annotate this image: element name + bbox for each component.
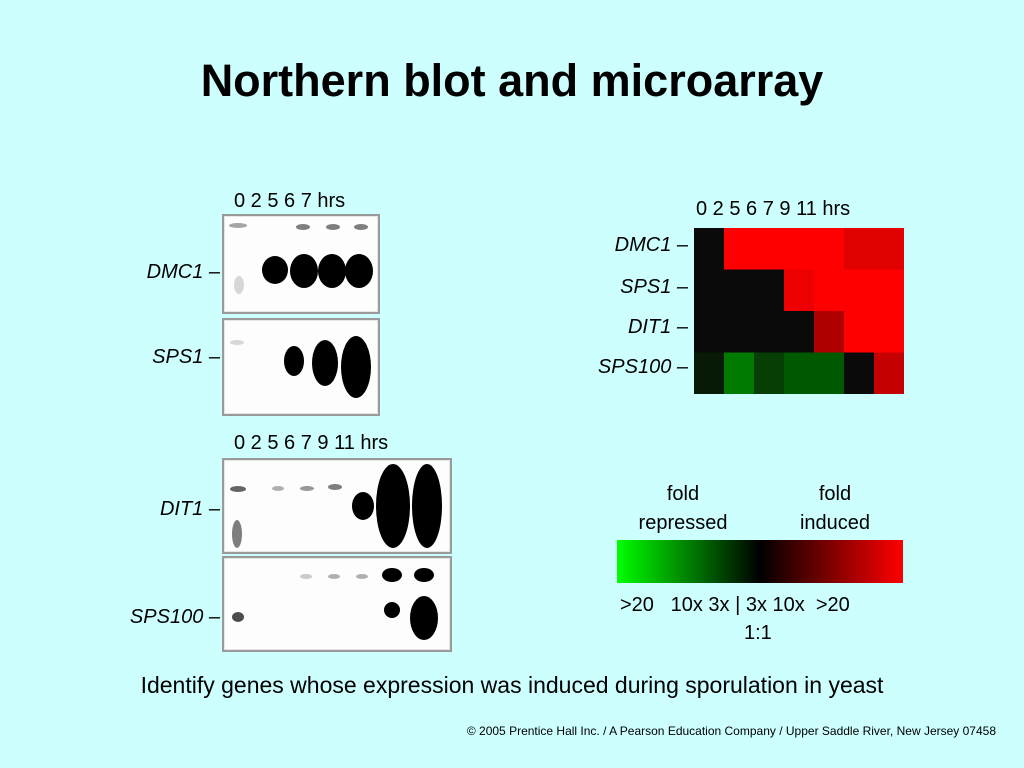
heatmap-cell <box>724 352 755 394</box>
blot-band <box>229 223 247 228</box>
legend-repressed-line1: fold <box>666 483 700 505</box>
heatmap-cell <box>874 228 904 270</box>
gene-label-dit1-array: DIT1 – <box>627 316 688 338</box>
gene-label-dmc1-array: DMC1 – <box>614 234 688 256</box>
gene-label-dmc1-blot: DMC1 – <box>146 261 220 283</box>
blot-band <box>230 486 246 492</box>
blot-band <box>232 520 242 548</box>
heatmap-cell <box>694 228 725 270</box>
heatmap-cell <box>844 311 875 353</box>
blot-band <box>354 224 368 230</box>
slide-title: Northern blot and microarray <box>200 55 824 106</box>
legend-induced-line1: fold <box>818 483 852 505</box>
microarray-heatmap <box>694 228 904 394</box>
heatmap-cell <box>844 228 875 270</box>
heatmap-cell <box>784 228 815 270</box>
blot-band <box>382 568 402 582</box>
blot-band <box>312 340 338 386</box>
heatmap-cell <box>694 352 725 394</box>
heatmap-cell <box>844 352 875 394</box>
blot-band <box>326 224 340 230</box>
blot-band <box>410 596 438 640</box>
gene-label-sps1-blot: SPS1 – <box>152 346 220 368</box>
blot-band <box>290 254 318 288</box>
blot-band <box>376 464 410 548</box>
northern-bottom-header: 0 2 5 6 7 9 11 hrs <box>234 432 389 454</box>
heatmap-cell <box>874 311 904 353</box>
blot-band <box>352 492 374 520</box>
heatmap-cell <box>874 352 904 394</box>
heatmap-cell <box>754 228 785 270</box>
legend-scale: >20 10x 3x | 3x 10x >20 <box>620 594 850 616</box>
blot-band <box>356 574 368 579</box>
heatmap-cell <box>814 228 845 270</box>
blot-band <box>345 254 373 288</box>
northern-blot-sps1 <box>222 318 380 416</box>
gene-label-sps1-array: SPS1 – <box>620 276 688 298</box>
blot-band <box>384 602 400 618</box>
heatmap-cell <box>724 311 755 353</box>
heatmap-cell <box>754 311 785 353</box>
gene-label-sps100-array: SPS100 – <box>597 356 688 378</box>
heatmap-cell <box>844 269 875 312</box>
microarray-header: 0 2 5 6 7 9 11 hrs <box>696 198 851 220</box>
legend-center: 1:1 <box>744 622 772 644</box>
blot-band <box>341 336 371 398</box>
blot-band <box>234 276 244 294</box>
northern-top-header: 0 2 5 6 7 hrs <box>234 190 346 212</box>
blot-band <box>300 486 314 491</box>
heatmap-cell <box>874 269 904 312</box>
heatmap-cell <box>754 269 785 312</box>
copyright-notice: © 2005 Prentice Hall Inc. / A Pearson Ed… <box>466 724 996 738</box>
heatmap-cell <box>814 311 845 353</box>
heatmap-cell <box>814 352 845 394</box>
blot-band <box>284 346 304 376</box>
blot-band <box>230 340 244 345</box>
gene-label-dit1-blot: DIT1 – <box>159 498 220 520</box>
blot-band <box>412 464 442 548</box>
blot-band <box>300 574 312 579</box>
legend-repressed-line2: repressed <box>638 512 728 534</box>
heatmap-cell <box>694 269 725 312</box>
northern-blot-dit1 <box>222 458 452 554</box>
gene-label-sps100-blot: SPS100 – <box>129 606 220 628</box>
heatmap-cell <box>754 352 785 394</box>
legend-repressed-label: fold repressed <box>618 480 748 538</box>
blot-band <box>414 568 434 582</box>
legend-induced-line2: induced <box>799 512 871 534</box>
fold-change-color-bar <box>617 540 903 583</box>
heatmap-cell <box>784 352 815 394</box>
heatmap-cell <box>724 269 755 312</box>
blot-band <box>232 612 244 622</box>
heatmap-cell <box>694 311 725 353</box>
blot-band <box>296 224 310 230</box>
heatmap-cell <box>784 269 815 312</box>
heatmap-cell <box>814 269 845 312</box>
blot-band <box>262 256 288 284</box>
slide-caption: Identify genes whose expression was indu… <box>140 672 884 698</box>
blot-band <box>328 574 340 579</box>
heatmap-cell <box>724 228 755 270</box>
blot-band <box>272 486 284 491</box>
blot-band <box>318 254 346 288</box>
legend-induced-label: fold induced <box>770 480 900 538</box>
northern-blot-sps100 <box>222 556 452 652</box>
heatmap-cell <box>784 311 815 353</box>
blot-band <box>328 484 342 490</box>
northern-blot-dmc1 <box>222 214 380 314</box>
